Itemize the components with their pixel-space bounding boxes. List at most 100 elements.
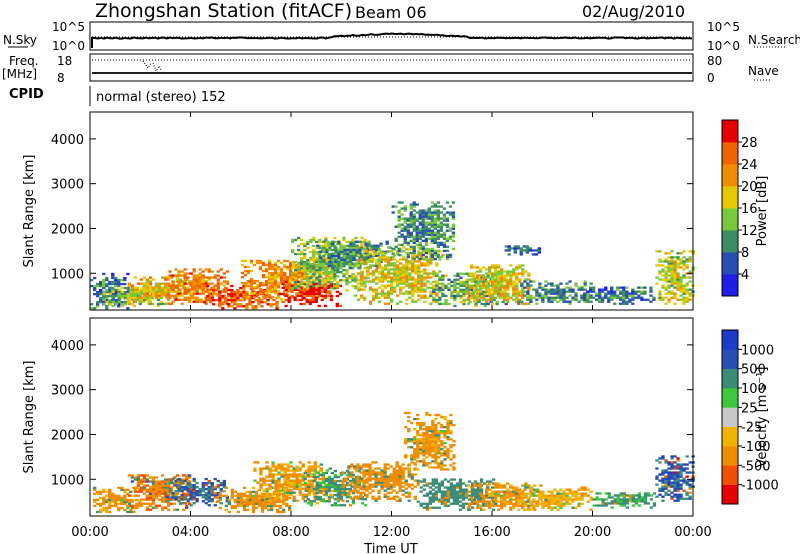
range-cell — [261, 263, 266, 267]
range-cell — [300, 252, 304, 256]
range-cell — [289, 473, 293, 476]
range-cell — [583, 280, 587, 283]
range-cell — [371, 296, 376, 299]
range-cell — [148, 488, 153, 491]
range-cell — [289, 286, 293, 289]
range-cell — [243, 284, 248, 287]
range-cell — [166, 290, 171, 293]
range-cell — [353, 495, 357, 498]
range-cell — [466, 284, 471, 287]
range-cell — [105, 498, 109, 502]
range-cell — [157, 284, 162, 287]
range-cell — [154, 484, 159, 487]
range-cell — [271, 493, 275, 496]
range-cell — [212, 303, 216, 306]
range-cell — [289, 481, 293, 484]
range-cell — [93, 504, 97, 508]
range-cell — [120, 296, 124, 300]
range-cell — [117, 300, 121, 304]
range-cell — [452, 468, 456, 471]
range-cell — [274, 481, 278, 484]
range-cell — [277, 463, 281, 466]
range-cell — [195, 278, 199, 281]
range-cell — [469, 284, 474, 287]
range-cell — [309, 281, 313, 284]
range-cell — [438, 290, 442, 293]
range-cell — [577, 286, 581, 289]
range-cell — [421, 217, 425, 220]
range-cell — [434, 458, 438, 461]
range-cell — [163, 498, 168, 501]
range-cell — [404, 411, 408, 415]
range-cell — [574, 298, 578, 301]
range-cell — [685, 298, 689, 301]
range-cell — [132, 486, 136, 489]
range-cell — [114, 295, 118, 298]
range-cell — [111, 276, 115, 280]
range-cell — [236, 510, 240, 514]
range-cell — [139, 288, 143, 291]
range-cell — [120, 292, 124, 296]
range-cell — [643, 292, 647, 295]
range-cell — [421, 257, 425, 261]
colorbar-tick-label: 16 — [741, 202, 758, 217]
range-cell — [333, 236, 337, 240]
range-cell — [284, 292, 288, 296]
range-cell — [154, 492, 159, 495]
range-cell — [442, 243, 447, 246]
range-cell — [298, 276, 302, 279]
range-cell — [315, 277, 319, 280]
range-cell — [396, 264, 400, 267]
range-cell — [337, 256, 341, 259]
range-cell — [383, 471, 387, 474]
range-cell — [291, 287, 295, 290]
range-cell — [403, 229, 407, 232]
range-cell — [350, 497, 354, 500]
range-cell — [436, 213, 440, 216]
range-cell — [322, 248, 326, 251]
range-cell — [180, 270, 184, 273]
range-cell — [392, 497, 396, 500]
range-cell — [419, 502, 423, 505]
range-cell — [673, 292, 677, 295]
range-cell — [117, 292, 121, 296]
range-cell — [352, 246, 356, 249]
range-cell — [304, 483, 308, 486]
range-cell — [324, 240, 328, 244]
range-cell — [185, 474, 189, 477]
range-cell — [509, 272, 513, 275]
range-cell — [658, 290, 662, 293]
range-cell — [553, 284, 557, 287]
range-cell — [494, 280, 498, 283]
range-cell — [356, 477, 360, 480]
range-cell — [485, 272, 489, 275]
range-cell — [166, 276, 171, 279]
range-cell — [465, 282, 469, 285]
range-cell — [258, 284, 263, 287]
range-cell — [410, 438, 414, 441]
range-cell — [345, 500, 350, 503]
range-cell — [210, 490, 214, 493]
range-cell — [341, 499, 345, 502]
range-cell — [345, 473, 350, 477]
range-cell — [289, 271, 293, 275]
range-cell — [430, 225, 434, 228]
range-cell — [491, 296, 495, 299]
range-cell — [291, 260, 295, 264]
range-cell — [387, 262, 391, 265]
range-cell — [544, 288, 548, 291]
range-cell — [323, 290, 327, 293]
range-cell — [419, 423, 423, 427]
range-cell — [324, 258, 328, 262]
range-cell — [371, 495, 375, 498]
range-cell — [219, 502, 223, 505]
range-cell — [117, 296, 121, 300]
range-cell — [449, 438, 453, 441]
range-cell — [354, 275, 358, 278]
range-cell — [105, 295, 109, 298]
range-cell — [396, 268, 400, 271]
range-cell — [102, 282, 106, 286]
range-cell — [448, 255, 453, 259]
range-cell — [266, 303, 270, 306]
range-cell — [339, 504, 343, 507]
